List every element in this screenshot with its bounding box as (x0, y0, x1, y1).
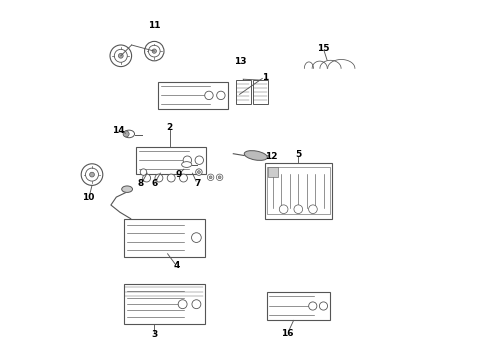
Circle shape (178, 300, 187, 309)
Circle shape (217, 174, 223, 180)
Circle shape (309, 205, 317, 213)
Circle shape (86, 168, 98, 181)
Text: 15: 15 (317, 44, 330, 53)
Bar (268, 167, 278, 177)
Circle shape (196, 169, 202, 175)
Bar (267, 167, 330, 214)
Circle shape (217, 91, 225, 100)
Ellipse shape (123, 130, 135, 138)
Circle shape (148, 45, 160, 57)
Text: 10: 10 (82, 194, 95, 202)
Circle shape (155, 174, 163, 182)
Ellipse shape (182, 162, 192, 167)
Circle shape (81, 164, 103, 185)
Bar (158, 82, 228, 109)
Bar (123, 284, 204, 324)
Circle shape (152, 49, 156, 53)
Circle shape (110, 45, 132, 67)
Bar (236, 80, 251, 104)
Circle shape (209, 176, 212, 179)
Bar (253, 80, 268, 104)
Circle shape (192, 233, 201, 243)
Text: 8: 8 (138, 179, 144, 188)
Circle shape (140, 169, 147, 175)
Circle shape (167, 174, 175, 182)
Circle shape (218, 176, 221, 179)
Circle shape (192, 300, 201, 309)
Text: 11: 11 (148, 21, 161, 30)
Text: 12: 12 (265, 152, 277, 161)
Ellipse shape (244, 150, 268, 161)
Text: 7: 7 (195, 179, 201, 188)
Circle shape (319, 302, 328, 310)
Circle shape (195, 156, 203, 165)
Circle shape (294, 205, 303, 213)
Circle shape (90, 172, 95, 177)
Text: 13: 13 (234, 57, 247, 66)
Circle shape (205, 91, 213, 100)
Text: 9: 9 (175, 170, 182, 179)
Circle shape (179, 174, 188, 182)
Bar (267, 292, 330, 320)
Circle shape (183, 156, 192, 165)
Text: 6: 6 (151, 179, 157, 188)
Bar (123, 219, 204, 256)
Circle shape (143, 174, 150, 182)
Text: 1: 1 (262, 73, 268, 82)
Text: 4: 4 (173, 261, 180, 270)
Text: 16: 16 (281, 328, 294, 338)
Circle shape (197, 171, 200, 174)
Circle shape (207, 174, 214, 180)
Text: 5: 5 (295, 150, 301, 159)
Circle shape (279, 205, 288, 213)
Circle shape (114, 49, 127, 62)
Bar (136, 147, 206, 174)
Circle shape (119, 53, 123, 58)
Text: 14: 14 (112, 126, 124, 135)
Ellipse shape (122, 186, 132, 192)
Circle shape (123, 131, 129, 137)
Text: 2: 2 (167, 123, 173, 132)
Circle shape (145, 41, 164, 61)
Text: 3: 3 (151, 330, 157, 338)
Circle shape (309, 302, 317, 310)
Bar (265, 163, 332, 219)
